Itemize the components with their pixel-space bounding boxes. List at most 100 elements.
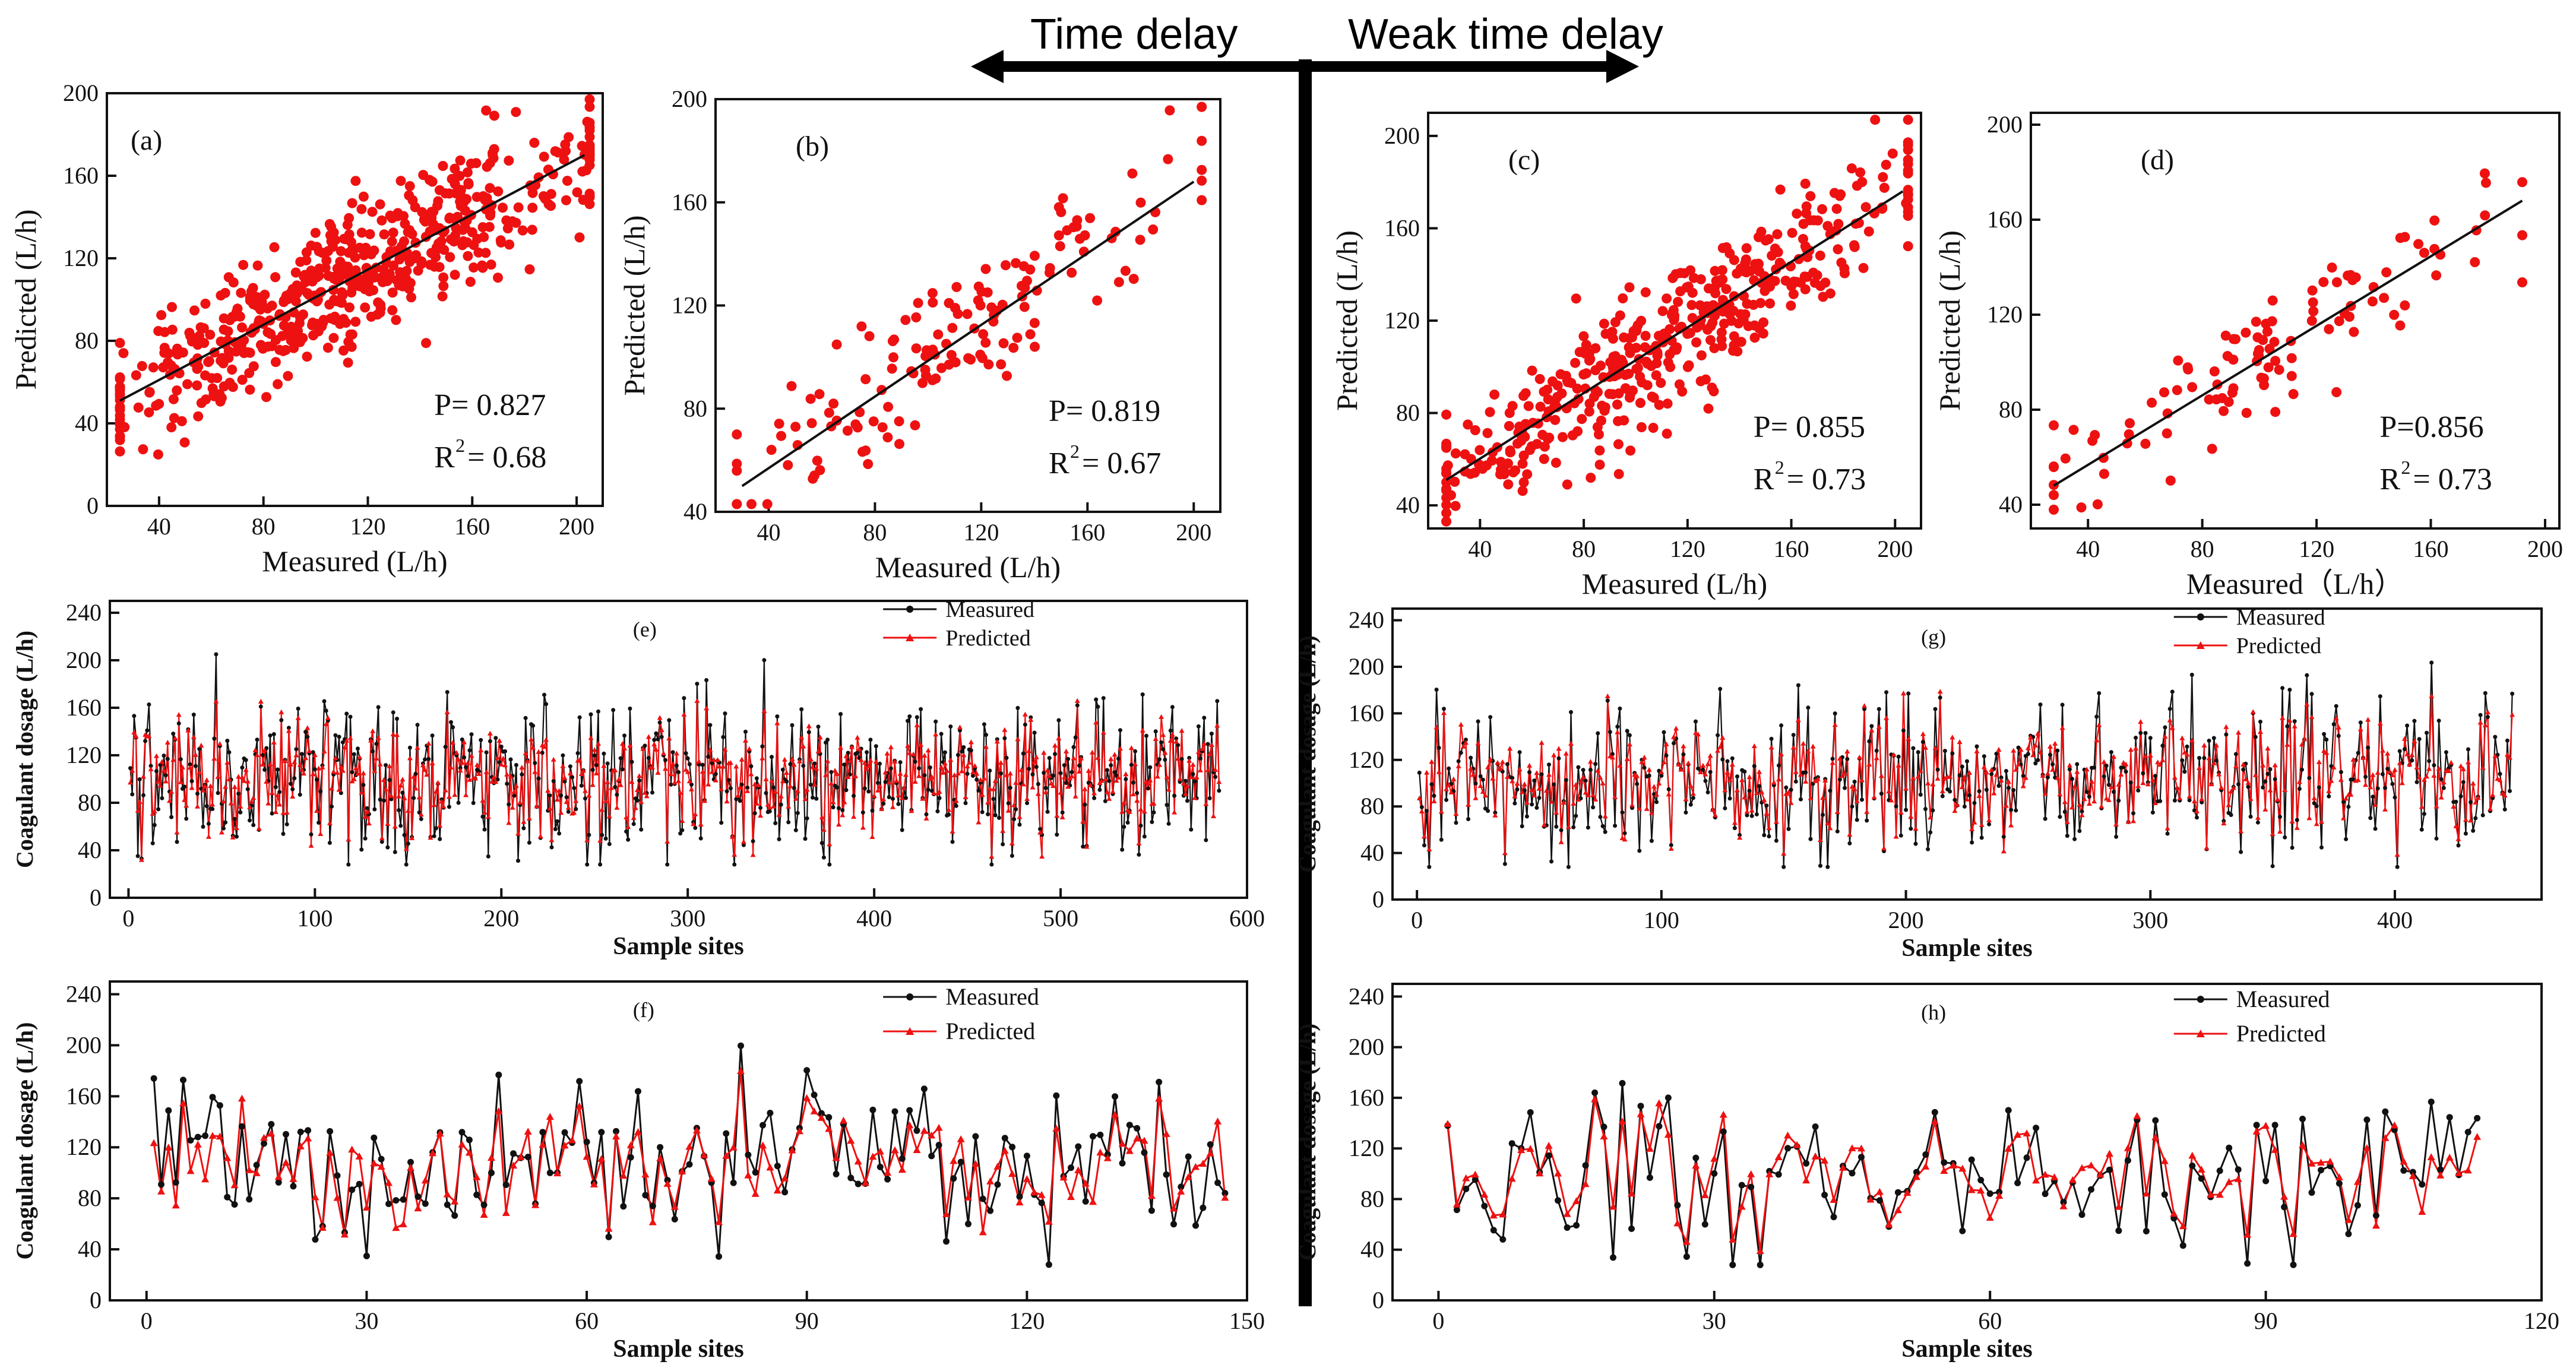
scatter-point xyxy=(193,362,204,372)
point-measured xyxy=(997,815,1001,820)
point-measured xyxy=(2097,691,2102,695)
scatter-point xyxy=(1648,423,1659,433)
point-measured xyxy=(309,832,314,837)
scatter-point xyxy=(1067,267,1077,278)
point-measured xyxy=(363,836,368,841)
point-measured xyxy=(649,1202,656,1209)
point-predicted xyxy=(310,771,316,777)
point-measured xyxy=(1174,736,1179,741)
point-predicted xyxy=(2167,717,2173,723)
point-predicted xyxy=(254,752,260,758)
point-predicted xyxy=(1433,724,1439,730)
point-predicted xyxy=(660,751,666,756)
point-measured xyxy=(1605,698,1610,703)
point-predicted xyxy=(1195,749,1201,754)
point-predicted xyxy=(2357,726,2363,732)
point-predicted xyxy=(485,813,491,819)
point-measured xyxy=(974,777,979,782)
point-predicted xyxy=(2289,818,2295,824)
point-predicted xyxy=(575,1102,584,1110)
scatter-point xyxy=(732,458,742,469)
point-predicted xyxy=(282,758,288,764)
point-measured xyxy=(1968,1156,1975,1163)
point-predicted xyxy=(1131,791,1136,796)
point-measured xyxy=(2405,723,2410,728)
point-measured xyxy=(2427,759,2432,764)
point-predicted xyxy=(2015,761,2021,767)
point-predicted xyxy=(2050,1173,2059,1180)
scatter-point xyxy=(1534,373,1545,384)
point-measured xyxy=(1646,1174,1653,1181)
point-measured xyxy=(1618,706,1622,711)
point-predicted xyxy=(2105,1150,2113,1157)
point-predicted xyxy=(521,819,527,824)
point-predicted xyxy=(1477,783,1483,788)
scatter-point xyxy=(365,229,375,239)
point-measured xyxy=(1884,690,1889,695)
point-measured xyxy=(495,1071,502,1078)
point-measured xyxy=(2419,827,2424,832)
point-predicted xyxy=(2473,799,2479,805)
point-measured xyxy=(1749,813,1754,818)
point-predicted xyxy=(478,747,484,752)
point-predicted xyxy=(1915,774,1921,779)
point-measured xyxy=(629,759,634,764)
scatter-point xyxy=(524,264,535,275)
point-predicted xyxy=(1416,795,1422,800)
point-predicted xyxy=(1441,710,1447,715)
scatter-point xyxy=(1567,430,1578,441)
point-measured xyxy=(1725,759,1730,764)
point-measured xyxy=(1205,742,1210,746)
point-measured xyxy=(499,745,504,749)
scatter-point xyxy=(2068,425,2079,435)
scatter-point xyxy=(267,300,277,311)
point-measured xyxy=(786,820,791,825)
scatter-point xyxy=(1535,401,1546,412)
point-predicted xyxy=(803,1094,811,1101)
point-measured xyxy=(803,1067,811,1074)
point-predicted xyxy=(739,756,745,762)
point-predicted xyxy=(318,831,324,836)
point-predicted xyxy=(737,1067,745,1074)
point-measured xyxy=(1545,1152,1552,1159)
point-predicted xyxy=(531,1201,540,1208)
scatter-point xyxy=(1822,221,1833,232)
point-predicted xyxy=(506,820,512,825)
point-measured xyxy=(1615,724,1620,729)
point-measured xyxy=(2087,794,2091,799)
point-predicted xyxy=(869,834,875,839)
point-measured xyxy=(1045,809,1050,814)
scatter-point xyxy=(1834,191,1845,201)
point-predicted xyxy=(1935,775,1941,781)
point-predicted xyxy=(1784,1131,1792,1139)
scatter-point xyxy=(481,105,492,116)
scatter-point xyxy=(1674,379,1685,390)
point-measured xyxy=(1775,1171,1782,1178)
point-measured xyxy=(1112,1093,1119,1100)
point-predicted xyxy=(1436,769,1442,774)
point-predicted xyxy=(429,1149,437,1157)
legend-marker-measured xyxy=(2197,996,2204,1003)
point-predicted xyxy=(224,759,230,765)
point-predicted xyxy=(1140,1136,1148,1144)
point-predicted xyxy=(759,755,765,761)
point-measured xyxy=(698,836,703,841)
point-predicted xyxy=(1827,825,1833,831)
point-predicted xyxy=(305,725,311,730)
point-measured xyxy=(2483,691,2488,695)
point-predicted xyxy=(884,751,890,756)
point-measured xyxy=(2241,767,2246,772)
point-measured xyxy=(2263,779,2268,784)
point-predicted xyxy=(810,1107,818,1114)
point-measured xyxy=(723,1130,730,1137)
point-predicted xyxy=(1894,1206,1902,1214)
point-predicted xyxy=(311,1193,319,1201)
scatter-point xyxy=(1570,357,1581,368)
point-predicted xyxy=(472,775,478,781)
scatter-point xyxy=(1732,346,1743,357)
scatter-point xyxy=(2308,306,2319,316)
point-predicted xyxy=(1881,846,1887,851)
point-predicted xyxy=(2135,783,2141,789)
point-measured xyxy=(904,796,908,800)
point-predicted xyxy=(979,1228,987,1236)
